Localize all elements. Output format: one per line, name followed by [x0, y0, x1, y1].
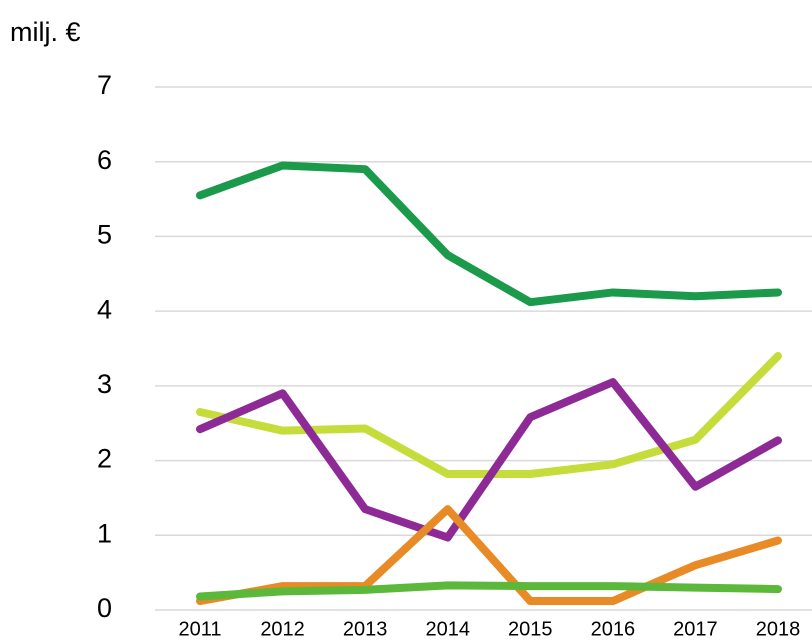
- x-tick-label: 2018: [756, 618, 801, 640]
- series-line: [196, 378, 782, 542]
- series-line: [196, 581, 782, 601]
- y-tick-label: 6: [97, 145, 112, 175]
- series-line: [196, 505, 782, 606]
- y-tick-label: 3: [97, 369, 112, 399]
- series-line: [196, 351, 782, 479]
- y-tick-label: 5: [97, 220, 112, 250]
- y-tick-label: 0: [97, 593, 112, 623]
- y-tick-label: 1: [97, 518, 112, 548]
- x-tick-label: 2014: [425, 618, 470, 640]
- x-tick-label: 2017: [673, 618, 718, 640]
- x-tick-label: 2011: [178, 618, 221, 640]
- x-tick-label: 2013: [343, 618, 388, 640]
- x-tick-label: 2015: [508, 618, 553, 640]
- x-tick-label: 2016: [591, 618, 636, 640]
- y-tick-label: 4: [97, 294, 112, 324]
- y-axis-label: milj. €: [10, 17, 81, 47]
- y-tick-label: 2: [97, 444, 112, 474]
- x-tick-label: 2012: [260, 618, 305, 640]
- y-tick-label: 7: [97, 70, 112, 100]
- series-line: [196, 161, 782, 307]
